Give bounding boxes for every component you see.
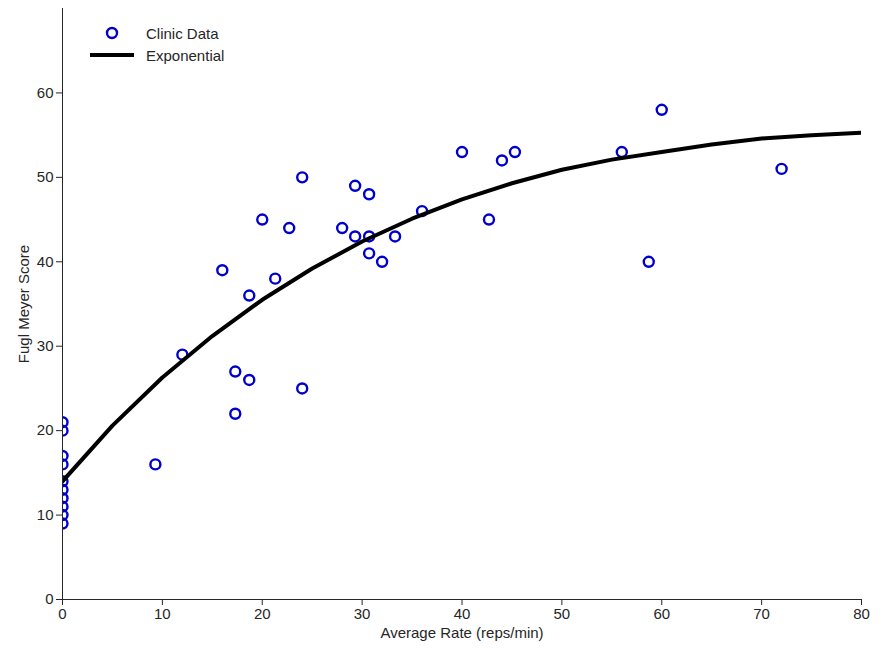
svg-text:10: 10 xyxy=(154,605,171,622)
svg-text:20: 20 xyxy=(37,421,54,438)
svg-text:60: 60 xyxy=(37,84,54,101)
svg-text:0: 0 xyxy=(45,590,53,607)
svg-text:50: 50 xyxy=(554,605,571,622)
svg-text:50: 50 xyxy=(37,168,54,185)
svg-text:80: 80 xyxy=(853,605,870,622)
svg-text:10: 10 xyxy=(37,506,54,523)
html-text:Clinic Data: Clinic Data xyxy=(146,24,219,42)
svg-text:30: 30 xyxy=(354,605,371,622)
svg-text:0: 0 xyxy=(58,605,66,622)
svg-text:40: 40 xyxy=(454,605,471,622)
html-text:Exponential: Exponential xyxy=(146,46,225,64)
svg-text:40: 40 xyxy=(37,253,54,270)
svg-text:Fugl Meyer Score: Fugl Meyer Score xyxy=(15,245,32,363)
svg-text:30: 30 xyxy=(37,337,54,354)
svg-text:70: 70 xyxy=(753,605,770,622)
svg-text:20: 20 xyxy=(254,605,271,622)
svg-text:60: 60 xyxy=(653,605,670,622)
svg-text:Average Rate (reps/min): Average Rate (reps/min) xyxy=(380,624,543,641)
